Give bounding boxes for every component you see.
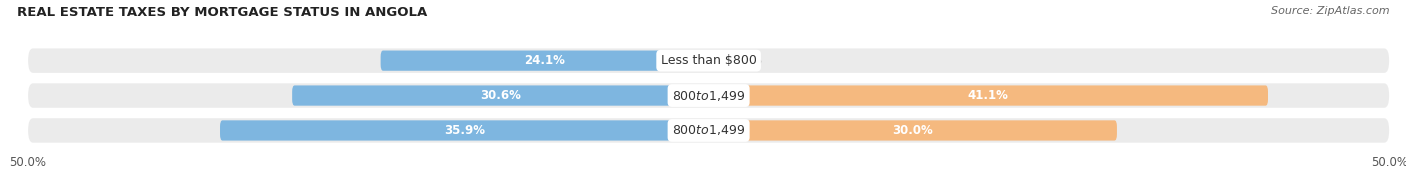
Text: 30.0%: 30.0%: [893, 124, 934, 137]
Text: 41.1%: 41.1%: [967, 89, 1008, 102]
Text: 24.1%: 24.1%: [524, 54, 565, 67]
FancyBboxPatch shape: [709, 85, 1268, 106]
FancyBboxPatch shape: [709, 120, 1116, 141]
Text: 30.6%: 30.6%: [479, 89, 520, 102]
Text: $800 to $1,499: $800 to $1,499: [672, 89, 745, 103]
Text: REAL ESTATE TAXES BY MORTGAGE STATUS IN ANGOLA: REAL ESTATE TAXES BY MORTGAGE STATUS IN …: [17, 6, 427, 19]
FancyBboxPatch shape: [28, 48, 1389, 73]
FancyBboxPatch shape: [28, 83, 1389, 108]
Text: 35.9%: 35.9%: [444, 124, 485, 137]
FancyBboxPatch shape: [381, 51, 709, 71]
FancyBboxPatch shape: [28, 118, 1389, 143]
Text: Source: ZipAtlas.com: Source: ZipAtlas.com: [1271, 6, 1389, 16]
FancyBboxPatch shape: [219, 120, 709, 141]
Text: 0.0%: 0.0%: [730, 54, 762, 67]
FancyBboxPatch shape: [292, 85, 709, 106]
Text: Less than $800: Less than $800: [661, 54, 756, 67]
Text: $800 to $1,499: $800 to $1,499: [672, 123, 745, 137]
